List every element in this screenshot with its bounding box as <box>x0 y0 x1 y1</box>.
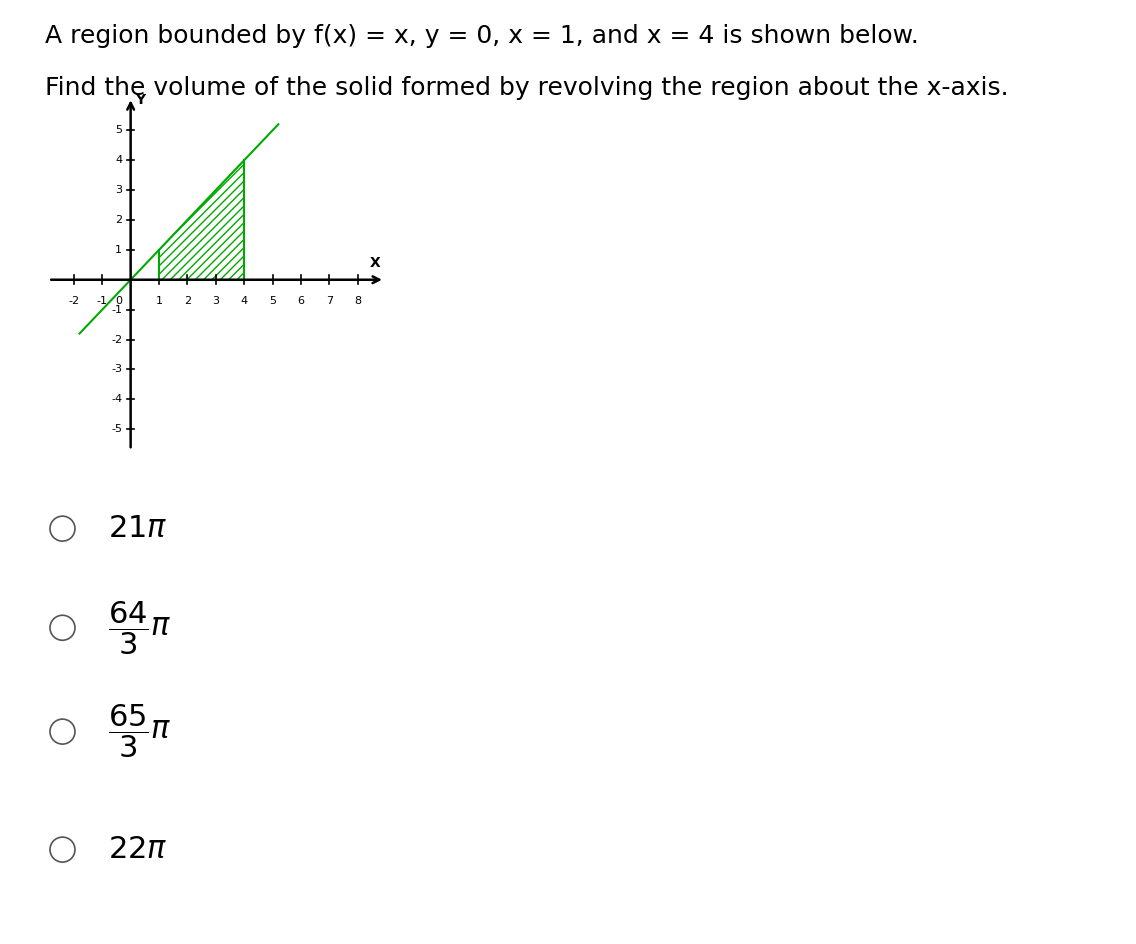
Text: 8: 8 <box>354 296 361 306</box>
Text: 3: 3 <box>212 296 219 306</box>
Text: -3: -3 <box>111 364 123 375</box>
Text: 3: 3 <box>115 185 123 195</box>
Text: A region bounded by f(x) = x, y = 0, x = 1, and x = 4 is shown below.: A region bounded by f(x) = x, y = 0, x =… <box>45 24 919 47</box>
Text: 6: 6 <box>298 296 304 306</box>
Text: -2: -2 <box>68 296 80 306</box>
Text: -1: -1 <box>97 296 108 306</box>
Text: 7: 7 <box>326 296 333 306</box>
Text: 2: 2 <box>184 296 191 306</box>
Text: 2: 2 <box>115 215 123 225</box>
Text: Y: Y <box>135 93 145 108</box>
Text: Find the volume of the solid formed by revolving the region about the x-axis.: Find the volume of the solid formed by r… <box>45 76 1009 99</box>
Text: X: X <box>369 257 381 270</box>
Text: $\dfrac{65}{3}\pi$: $\dfrac{65}{3}\pi$ <box>108 703 172 760</box>
Text: -1: -1 <box>111 305 123 314</box>
Text: $21\pi$: $21\pi$ <box>108 514 167 544</box>
Text: 0: 0 <box>115 296 123 306</box>
Text: -5: -5 <box>111 424 123 434</box>
Text: $22\pi$: $22\pi$ <box>108 834 167 865</box>
Text: -4: -4 <box>111 395 123 404</box>
Text: $\dfrac{64}{3}\pi$: $\dfrac{64}{3}\pi$ <box>108 599 172 656</box>
Text: 5: 5 <box>115 126 123 135</box>
Text: 4: 4 <box>115 155 123 165</box>
Text: -2: -2 <box>111 334 123 345</box>
Text: 5: 5 <box>269 296 276 306</box>
Text: 1: 1 <box>115 244 123 255</box>
Text: 1: 1 <box>156 296 162 306</box>
Text: 4: 4 <box>241 296 248 306</box>
